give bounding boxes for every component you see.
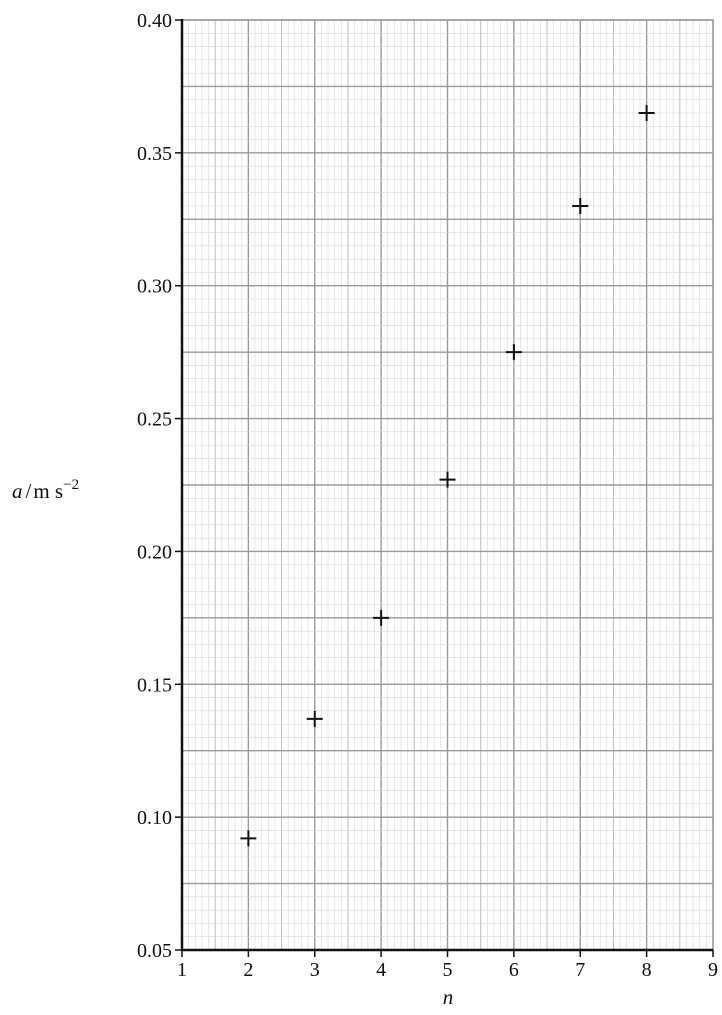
x-tick-label: 9 [708,959,718,981]
y-tick-label: 0.30 [137,276,172,298]
data-point [638,105,655,121]
y-tick-label: 0.05 [137,940,172,962]
x-tick-label: 3 [310,959,320,981]
data-points [240,105,655,847]
y-axis-label: a/m s−2 [12,477,79,503]
data-point [439,471,456,488]
grid [181,19,714,951]
data-point [306,710,323,727]
y-axis-unit: m s [33,479,63,503]
data-point [373,609,390,626]
x-tick-label: 8 [642,959,652,981]
y-axis-symbol: a [12,479,23,503]
y-tick-labels: 0.05 0.10 0.15 0.20 0.25 0.30 0.35 0.40 [137,10,172,962]
x-tick-label: 7 [575,959,585,981]
x-tick-label: 1 [177,959,187,981]
y-tick-label: 0.15 [137,674,172,696]
y-axis-exponent: −2 [63,477,79,493]
y-tick-label: 0.20 [137,541,172,563]
x-tick-label: 6 [509,959,519,981]
data-point [240,830,257,847]
axes [175,19,714,957]
x-tick-label: 2 [243,959,253,981]
x-axis-label: n [443,985,454,1009]
y-tick-label: 0.10 [137,807,172,829]
y-tick-label: 0.25 [137,409,172,431]
data-point [505,344,522,361]
y-tick-label: 0.35 [137,143,172,165]
x-tick-label: 4 [376,959,386,981]
y-tick-label: 0.40 [137,10,172,32]
x-tick-label: 5 [443,959,453,981]
x-tick-labels: 1 2 3 4 5 6 7 8 9 [177,959,718,981]
data-point [572,198,589,214]
